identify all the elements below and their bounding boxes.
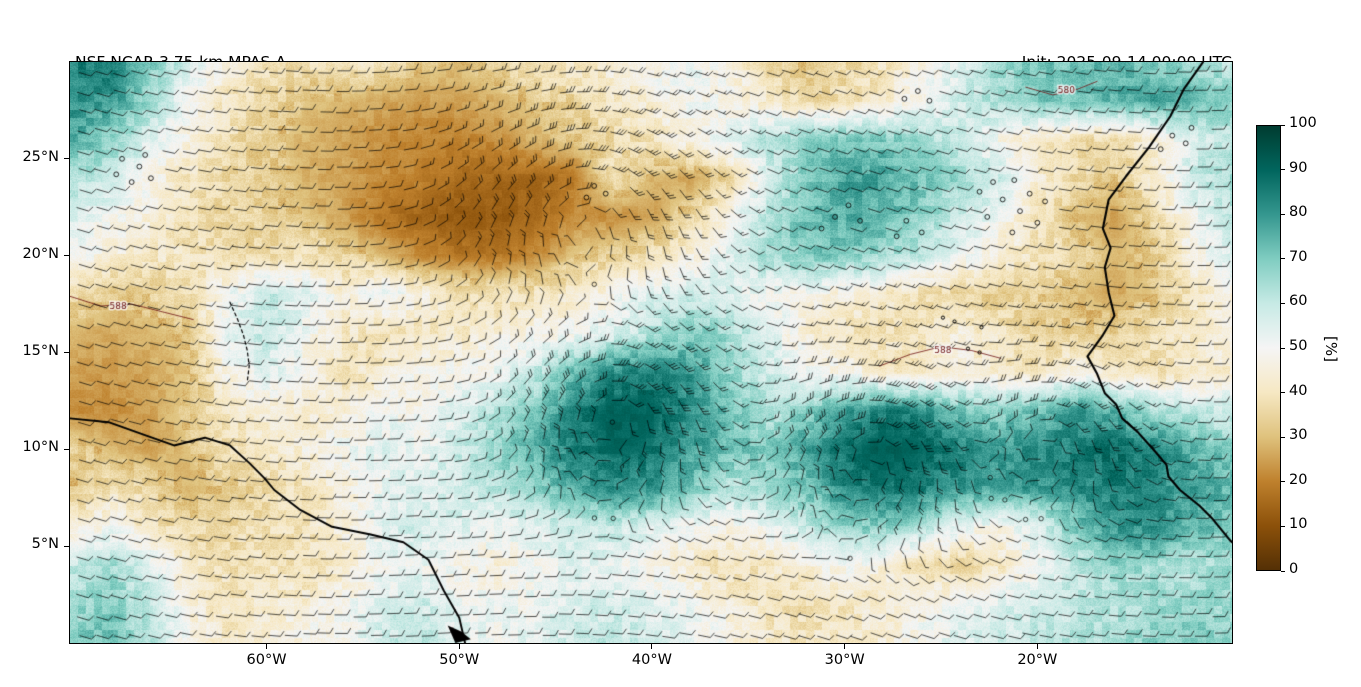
y-tick-label: 15°N [22,342,59,359]
colorbar-tick [1281,570,1285,572]
colorbar-tick-label: 0 [1289,561,1299,577]
map-canvas [70,62,1232,643]
colorbar-tick-label: 60 [1289,293,1308,310]
x-tick-label: 30°W [824,652,865,668]
colorbar-tick [1281,436,1285,438]
x-tick [1036,644,1038,649]
y-tick-label: 20°N [22,245,59,262]
colorbar-tick [1281,525,1285,527]
colorbar-tick [1281,169,1285,171]
colorbar-tick-label: 20 [1289,471,1308,488]
colorbar-tick-label: 10 [1289,516,1308,533]
y-tick-label: 25°N [22,148,59,165]
colorbar-unit-label: [%] [1322,336,1340,362]
colorbar-tick [1281,481,1285,483]
x-tick [651,644,653,649]
colorbar-tick-label: 80 [1289,204,1308,221]
x-tick-label: 20°W [1017,652,1058,668]
y-tick-label: 10°N [22,439,59,456]
colorbar-tick [1281,302,1285,304]
colorbar-tick [1281,213,1285,215]
colorbar-tick [1281,124,1285,126]
colorbar [1256,125,1281,571]
map-axes [69,61,1233,644]
colorbar-tick [1281,258,1285,260]
colorbar-tick-label: 90 [1289,159,1308,176]
x-tick-label: 60°W [246,652,287,668]
colorbar-tick-label: 40 [1289,382,1308,399]
x-tick [266,644,268,649]
x-tick-label: 40°W [631,652,672,668]
x-tick [844,644,846,649]
colorbar-tick-label: 70 [1289,248,1308,265]
colorbar-tick-label: 100 [1289,115,1317,131]
x-tick-label: 50°W [439,652,480,668]
colorbar-gradient [1257,126,1280,570]
colorbar-tick [1281,347,1285,349]
colorbar-tick-label: 30 [1289,427,1308,444]
colorbar-tick [1281,392,1285,394]
y-tick-label: 5°N [31,536,59,553]
x-tick [458,644,460,649]
